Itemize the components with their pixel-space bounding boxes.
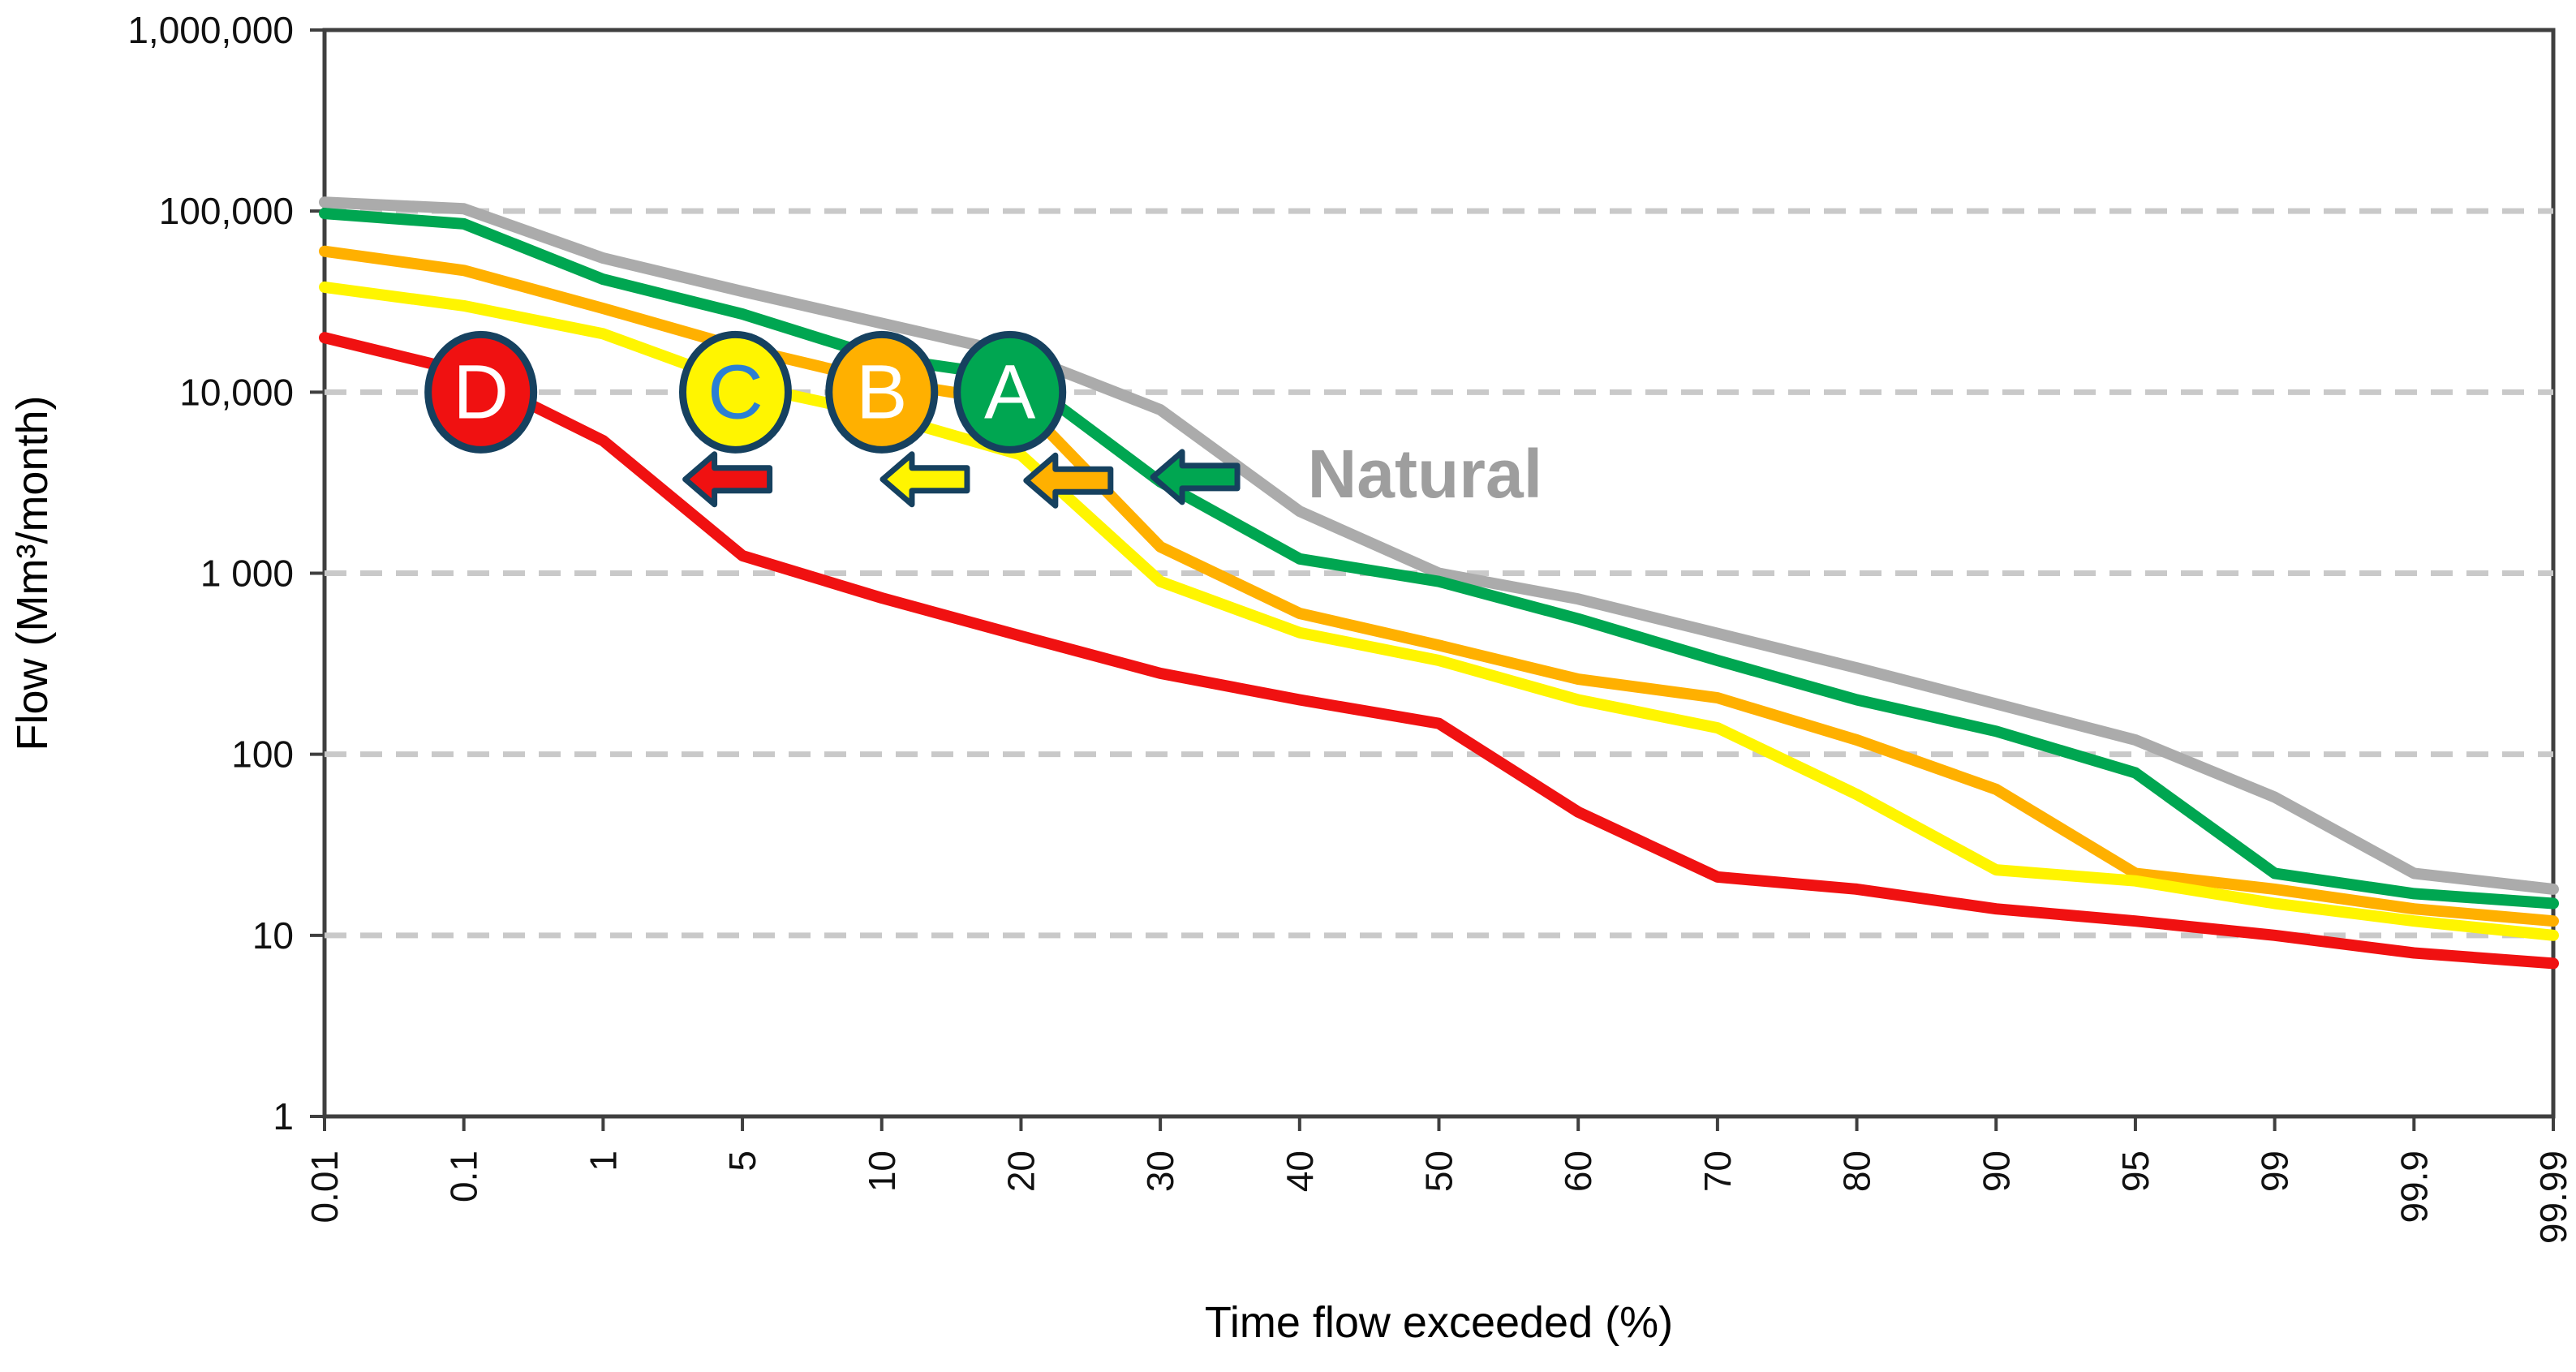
x-tick-label: 99.99	[2532, 1151, 2574, 1244]
left-arrow-icon	[879, 451, 970, 508]
series-line-d	[319, 332, 2559, 970]
class-marker-circle-d	[424, 330, 538, 454]
x-tick-label: 10	[861, 1151, 903, 1192]
x-tick-label: 20	[1000, 1151, 1042, 1192]
x-tick-label: 50	[1418, 1151, 1460, 1192]
x-tick-label: 0.1	[443, 1151, 485, 1202]
x-axis: 0.01 0.1 1 5 10 20 30 40 50 60 70 80 90 95 99 99.9 99.99	[303, 1116, 2574, 1244]
x-tick-label: 0.01	[303, 1151, 346, 1224]
y-axis-title: Flow (Mm³/month)	[8, 395, 57, 751]
y-axis: 1,000,000 100,000 10,000 1 000 100 10 1	[127, 9, 325, 1138]
y-tick-label: 100	[231, 733, 294, 776]
left-arrow-icon	[1023, 452, 1114, 509]
y-tick-label: 1 000	[200, 553, 294, 595]
y-tick-label: 1	[273, 1095, 294, 1138]
class-marker-letter-d: D	[453, 349, 509, 435]
y-tick-label: 10	[252, 914, 294, 957]
series-line-b	[319, 245, 2559, 927]
class-marker-circle-b	[825, 330, 939, 454]
x-tick-label: 40	[1279, 1151, 1321, 1192]
x-tick-label: 70	[1697, 1151, 1739, 1192]
x-tick-label: 99	[2254, 1151, 2296, 1192]
series-lines	[319, 196, 2559, 970]
x-tick-label: 30	[1139, 1151, 1181, 1192]
natural-series-label: Natural	[1308, 436, 1542, 512]
left-arrow-icon	[1150, 449, 1241, 505]
x-axis-title: Time flow exceeded (%)	[1205, 1298, 1673, 1347]
x-tick-label: 1	[582, 1151, 624, 1172]
shift-arrows	[682, 449, 1241, 509]
class-marker-circle-a	[953, 330, 1067, 454]
x-tick-label: 60	[1557, 1151, 1599, 1192]
y-tick-label: 100,000	[159, 190, 294, 232]
x-tick-label: 99.9	[2393, 1151, 2435, 1224]
class-marker-letter-b: B	[856, 349, 907, 435]
class-marker-letter-a: A	[984, 349, 1036, 435]
y-tick-label: 10,000	[179, 371, 294, 413]
y-tick-label: 1,000,000	[127, 9, 294, 51]
series-line-natural	[319, 196, 2559, 895]
x-tick-label: 90	[1975, 1151, 2017, 1192]
x-tick-label: 95	[2114, 1151, 2157, 1192]
x-tick-label: 80	[1836, 1151, 1878, 1192]
class-marker-letter-c: C	[707, 349, 763, 435]
x-tick-label: 5	[721, 1151, 763, 1172]
class-marker-circle-c	[678, 330, 792, 454]
left-arrow-icon	[682, 451, 773, 508]
series-line-a	[319, 208, 2559, 910]
